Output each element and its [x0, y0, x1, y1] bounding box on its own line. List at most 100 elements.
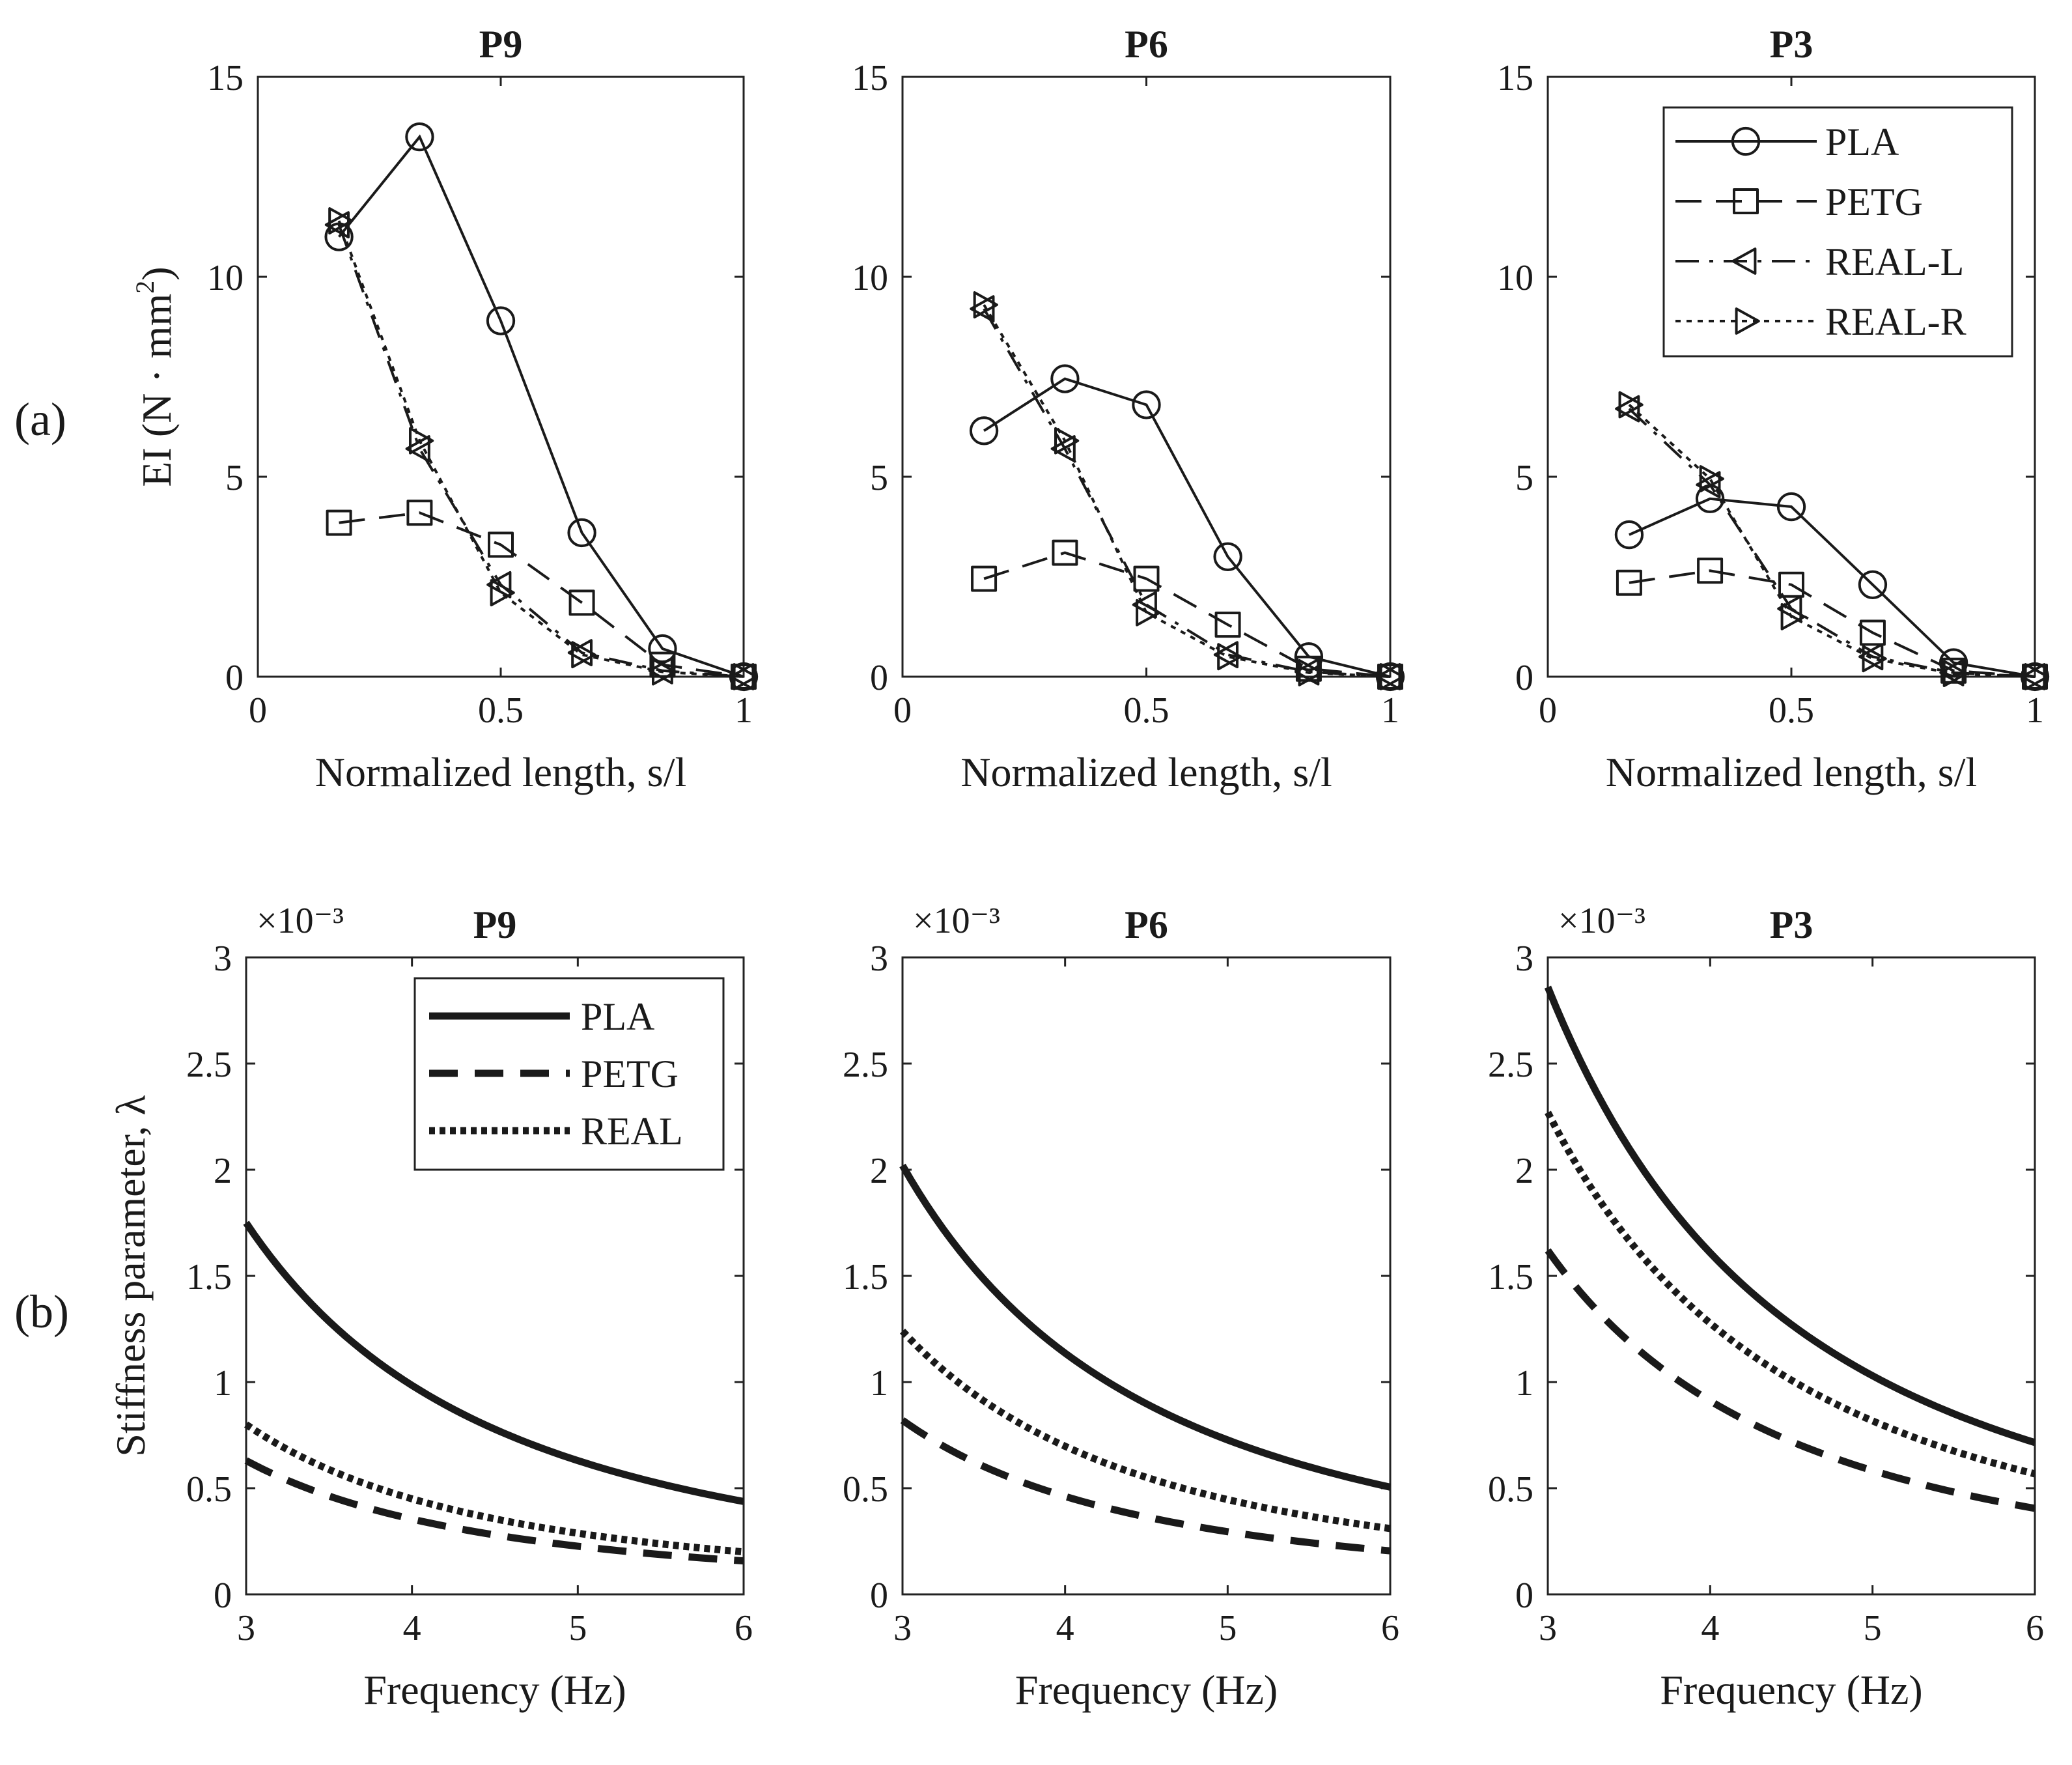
y-tick-label: 5 [1515, 458, 1533, 498]
x-axis-label: Frequency (Hz) [1660, 1667, 1922, 1713]
data-point [1862, 645, 1887, 673]
data-point [1379, 663, 1405, 690]
y-tick-label: 10 [207, 258, 244, 298]
y-tick-label: 0.5 [186, 1469, 232, 1510]
data-point [490, 579, 515, 606]
y-tick-label: 5 [225, 458, 244, 498]
series-pla [1614, 484, 2050, 692]
y-tick-label: 10 [852, 258, 888, 298]
y-tick-label: 0 [870, 658, 888, 698]
data-point [1615, 395, 1640, 423]
chart-title: P6 [1125, 903, 1168, 946]
x-tick-label: 4 [1056, 1608, 1074, 1648]
data-point [2022, 664, 2048, 690]
x-axis-label: Frequency (Hz) [363, 1667, 626, 1713]
y-tick-label: 3 [870, 939, 888, 979]
data-point [1214, 612, 1241, 638]
legend-label: REAL-L [1825, 240, 1964, 283]
x-axis-label: Normalized length, s/l [1606, 749, 1978, 795]
axis-multiplier: ×10⁻³ [257, 901, 344, 941]
data-point [326, 509, 352, 536]
y-tick-label: 3 [1515, 939, 1533, 979]
x-tick-label: 5 [568, 1608, 587, 1648]
data-point [2024, 663, 2049, 690]
legend-label: REAL-R [1825, 300, 1967, 343]
x-tick-label: 1 [735, 690, 753, 731]
data-point [2021, 663, 2046, 690]
x-tick-label: 1 [2026, 690, 2044, 731]
data-point [1217, 643, 1242, 671]
series-line [983, 308, 1391, 678]
data-point [970, 295, 995, 323]
x-tick-label: 6 [735, 1608, 753, 1648]
y-axis-label: Stiffness parameter, λ [107, 1095, 154, 1456]
data-point [328, 207, 354, 234]
y-tick-label: 2.5 [186, 1045, 232, 1085]
data-point [729, 663, 755, 690]
y-tick-label: 0 [1515, 1575, 1533, 1616]
data-point [973, 291, 998, 318]
series-pla [1544, 985, 2036, 1447]
panel-label-a: (a) [14, 393, 66, 445]
x-tick-label: 1 [1381, 690, 1399, 731]
series-petg [1616, 558, 2048, 690]
chart-title: P9 [479, 23, 523, 66]
series-real [900, 1328, 1391, 1532]
data-point [571, 641, 596, 669]
y-tick-label: 5 [870, 458, 888, 498]
data-point [1136, 599, 1161, 627]
data-point [1616, 569, 1642, 596]
series-line [338, 134, 744, 678]
y-tick-label: 10 [1497, 258, 1533, 298]
data-point [1298, 658, 1323, 686]
y-tick-label: 1 [214, 1363, 232, 1404]
data-point [1376, 663, 1401, 690]
legend-label: PETG [1825, 180, 1923, 223]
y-tick-label: 0 [870, 1575, 888, 1616]
series-pla [243, 1221, 745, 1505]
chart-title: P3 [1770, 23, 1813, 66]
series-real-l [324, 211, 755, 690]
y-tick-label: 0 [225, 658, 244, 698]
y-tick-label: 1.5 [1488, 1257, 1533, 1297]
series-petg [244, 1457, 744, 1565]
y-tick-label: 0.5 [843, 1469, 888, 1510]
x-tick-label: 0 [1539, 690, 1557, 731]
data-point [1858, 570, 1888, 599]
y-tick-label: 15 [852, 58, 888, 98]
data-point [733, 663, 758, 690]
legend: PLA PETG REAL-L REAL-R [1662, 106, 2013, 358]
legend: PLA PETG REAL [413, 977, 725, 1171]
y-tick-label: 0.5 [1488, 1469, 1533, 1510]
y-axis-label: EI (N · mm2) [130, 266, 180, 487]
data-point [969, 416, 999, 445]
series-real [244, 1421, 744, 1556]
chart-b-p6: P6 3 4 5 6 0 0.5 1 1.5 2 2.5 3 Frequency (Hz) ×10⁻³ [843, 901, 1399, 1713]
data-point [1133, 565, 1160, 592]
series-real-r [973, 291, 1405, 690]
x-tick-label: 5 [1218, 1608, 1237, 1648]
data-point [1780, 603, 1806, 630]
panel-label-b: (b) [14, 1286, 69, 1338]
series-line [983, 304, 1391, 678]
data-point [648, 634, 677, 664]
series-line [337, 220, 744, 678]
data-point [1052, 539, 1078, 566]
x-tick-label: 0 [893, 690, 912, 731]
series-petg [1545, 1248, 2036, 1512]
series-real-l [970, 295, 1401, 690]
x-axis-label: Normalized length, s/l [960, 749, 1332, 795]
data-point [1213, 542, 1242, 571]
data-point [486, 571, 512, 599]
data-point [652, 658, 677, 686]
series-line [337, 224, 744, 678]
data-point [486, 306, 516, 335]
chart-title: P6 [1125, 23, 1168, 66]
series-petg [971, 539, 1403, 690]
series-line [1628, 404, 2036, 678]
y-tick-label: 2.5 [843, 1045, 888, 1085]
